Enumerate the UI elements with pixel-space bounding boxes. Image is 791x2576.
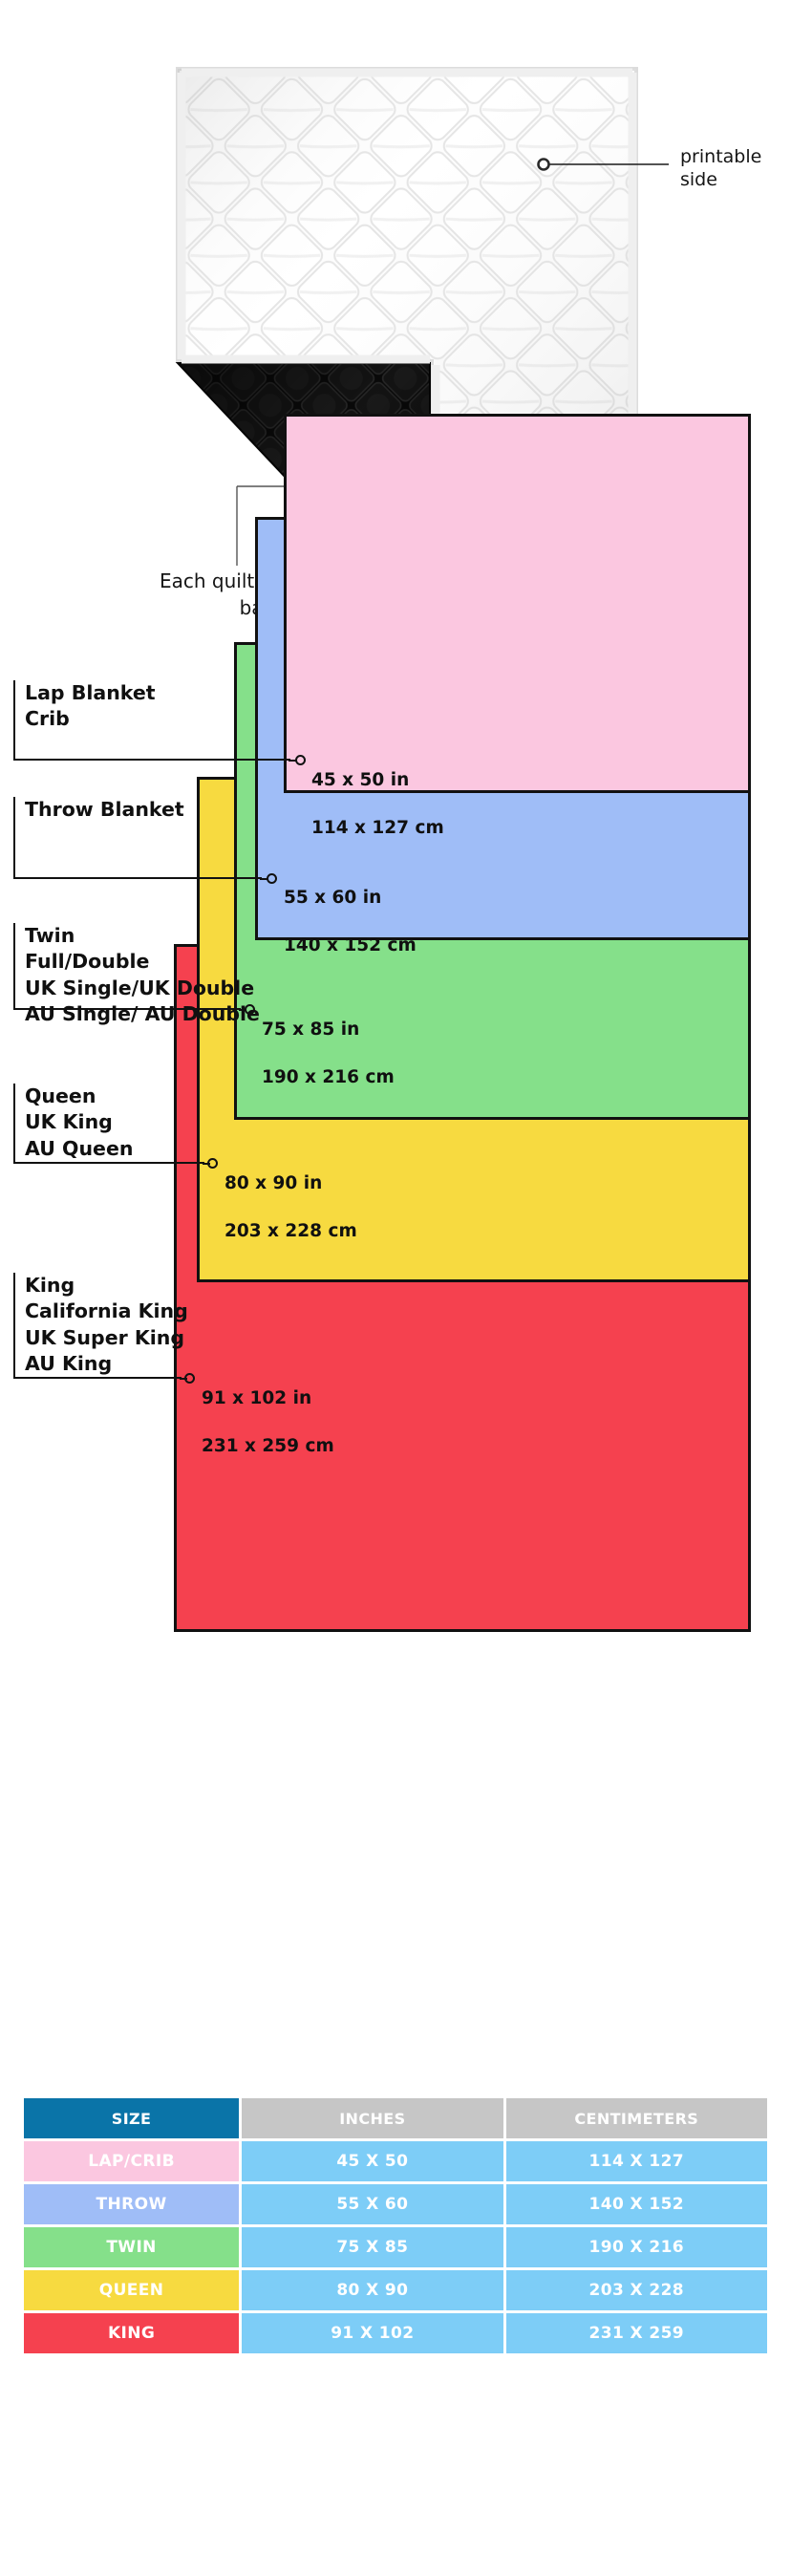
size-label-queen: Queen UK King AU Queen — [25, 1084, 134, 1160]
size-leader-twin — [239, 1009, 246, 1011]
table-cell-centimeters-lap-crib: 114 X 127 — [505, 2141, 767, 2181]
printable-side-leader — [537, 158, 669, 171]
size-leader-dot-queen — [207, 1158, 218, 1169]
table-header-inches: INCHES — [242, 2098, 503, 2138]
size-leader-dot-twin — [245, 1004, 255, 1015]
table-cell-size-twin: TWIN — [24, 2227, 240, 2267]
size-dimension-queen: 80 x 90 in 203 x 228 cm — [224, 1148, 357, 1244]
size-dimension-inches-queen: 80 x 90 in — [224, 1172, 323, 1193]
size-dimension-inches-twin: 75 x 85 in — [262, 1019, 360, 1040]
size-leader-dot-throw — [267, 873, 277, 884]
size-leader-dot-lap-crib — [295, 755, 306, 765]
size-dimension-lap-crib: 45 x 50 in 114 x 127 cm — [311, 745, 444, 841]
table-header-row: SIZE INCHES CENTIMETERS — [24, 2098, 767, 2138]
size-leader-throw — [260, 878, 267, 880]
size-leader-king — [180, 1378, 187, 1380]
size-dimension-cm-throw: 140 x 152 cm — [284, 934, 417, 955]
printable-side-callout-label: printable side — [680, 146, 762, 190]
size-bracket-twin — [13, 923, 241, 1010]
size-bracket-lap-crib — [13, 680, 290, 761]
table-row: TWIN 75 X 85 190 X 216 — [24, 2227, 767, 2267]
table-cell-size-king: KING — [24, 2313, 240, 2353]
size-label-king: King California King UK Super King AU Ki… — [25, 1274, 188, 1375]
table-cell-inches-throw: 55 X 60 — [242, 2184, 503, 2224]
table-cell-size-throw: THROW — [24, 2184, 240, 2224]
table-row: LAP/CRIB 45 X 50 114 X 127 — [24, 2141, 767, 2181]
table-cell-inches-queen: 80 X 90 — [242, 2270, 503, 2310]
size-leader-lap-crib — [289, 760, 296, 762]
table-cell-inches-king: 91 X 102 — [242, 2313, 503, 2353]
size-dimension-cm-twin: 190 x 216 cm — [262, 1066, 395, 1087]
table-cell-inches-lap-crib: 45 X 50 — [242, 2141, 503, 2181]
table-cell-size-lap-crib: LAP/CRIB — [24, 2141, 240, 2181]
table-cell-inches-twin: 75 X 85 — [242, 2227, 503, 2267]
size-dimension-inches-lap-crib: 45 x 50 in — [311, 769, 410, 790]
size-comparison-diagram: Lap Blanket Crib 45 x 50 in 114 x 127 cm… — [0, 414, 791, 2083]
size-dimension-cm-lap-crib: 114 x 127 cm — [311, 817, 444, 838]
size-bracket-king — [13, 1273, 182, 1379]
size-dimension-king: 91 x 102 in 231 x 259 cm — [202, 1363, 334, 1459]
table-header-centimeters: CENTIMETERS — [505, 2098, 767, 2138]
size-dimension-cm-king: 231 x 259 cm — [202, 1435, 334, 1456]
table-header-size: SIZE — [24, 2098, 240, 2138]
size-dimension-cm-queen: 203 x 228 cm — [224, 1220, 357, 1241]
table-cell-centimeters-queen: 203 X 228 — [505, 2270, 767, 2310]
size-label-lap-crib: Lap Blanket Crib — [25, 681, 156, 731]
size-bracket-throw — [13, 797, 262, 879]
size-bracket-queen — [13, 1084, 204, 1164]
size-dimension-twin: 75 x 85 in 190 x 216 cm — [262, 995, 395, 1090]
table-row: THROW 55 X 60 140 X 152 — [24, 2184, 767, 2224]
table-cell-centimeters-throw: 140 X 152 — [505, 2184, 767, 2224]
table-row: QUEEN 80 X 90 203 X 228 — [24, 2270, 767, 2310]
size-dimension-inches-king: 91 x 102 in — [202, 1387, 312, 1408]
size-label-twin: Twin Full/Double UK Single/UK Double AU … — [25, 924, 260, 1025]
size-dimension-inches-throw: 55 x 60 in — [284, 887, 382, 908]
size-label-throw: Throw Blanket — [25, 798, 184, 821]
size-leader-dot-king — [184, 1373, 195, 1384]
size-leader-queen — [203, 1163, 210, 1165]
size-table: SIZE INCHES CENTIMETERS LAP/CRIB 45 X 50… — [21, 2095, 770, 2356]
table-row: KING 91 X 102 231 X 259 — [24, 2313, 767, 2353]
table-cell-size-queen: QUEEN — [24, 2270, 240, 2310]
size-rect-lap-crib — [284, 414, 751, 793]
size-dimension-throw: 55 x 60 in 140 x 152 cm — [284, 863, 417, 958]
table-cell-centimeters-king: 231 X 259 — [505, 2313, 767, 2353]
table-cell-centimeters-twin: 190 X 216 — [505, 2227, 767, 2267]
